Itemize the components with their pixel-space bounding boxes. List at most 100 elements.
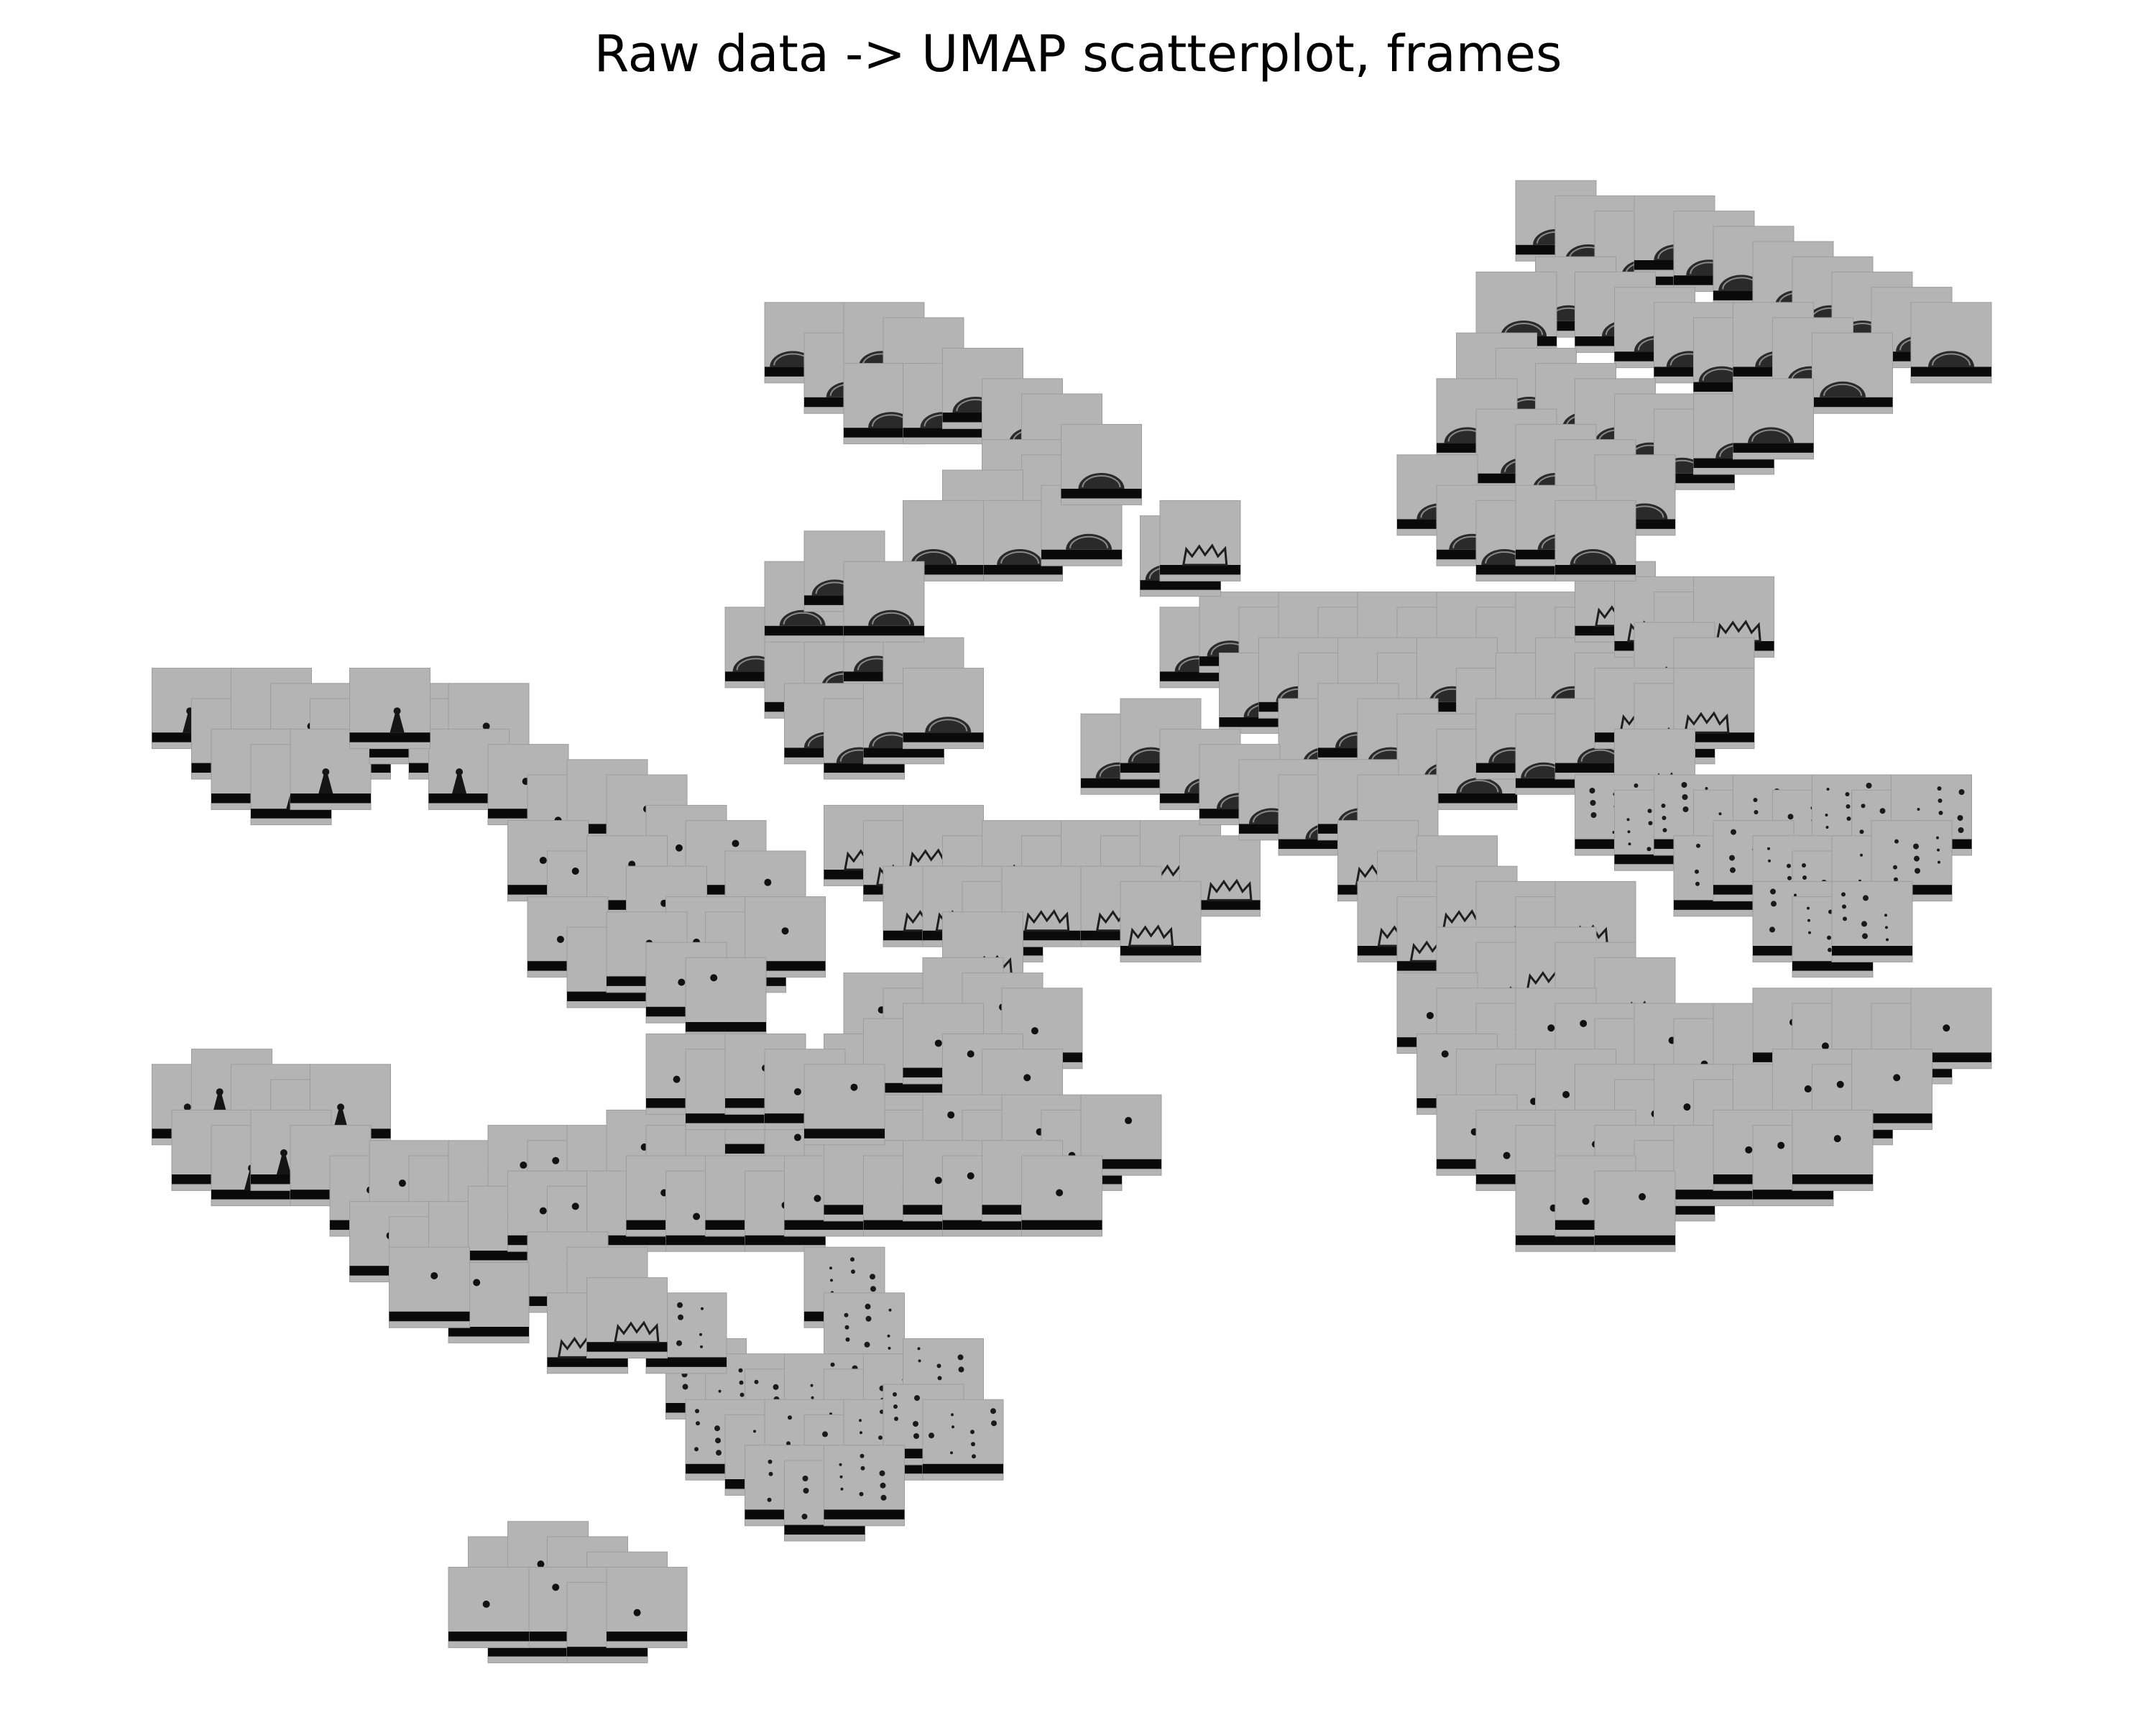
droplet-dot <box>1426 1011 1434 1019</box>
droplet-dot <box>552 1156 560 1164</box>
frame-substrate <box>1832 946 1912 956</box>
frame-thumbnail <box>843 561 925 643</box>
droplet-dot <box>1943 1024 1950 1032</box>
frame-substrate <box>863 748 944 758</box>
splash-droplet <box>1628 842 1631 846</box>
droplet-dot <box>732 840 740 847</box>
jet-spike <box>333 1110 349 1129</box>
splash-droplet <box>740 1392 745 1397</box>
frame-substrate <box>1911 367 1991 377</box>
frame-substrate <box>863 1220 944 1230</box>
drop-highlight <box>1823 383 1863 396</box>
splash-droplet <box>1826 788 1830 791</box>
frame-substrate <box>567 991 648 1002</box>
splash-droplet <box>1845 792 1850 796</box>
splash-droplet <box>1705 787 1708 790</box>
splash-droplet <box>1754 810 1759 814</box>
jet-tip <box>393 707 401 715</box>
frame-substrate <box>1140 580 1221 590</box>
splash-droplet <box>957 1354 964 1361</box>
frame-substrate <box>1160 565 1240 575</box>
splash-droplet <box>767 1497 772 1502</box>
splash-droplet <box>1787 863 1791 868</box>
droplet-dot <box>430 1271 438 1279</box>
frame-substrate <box>942 1220 1023 1230</box>
frame-thumbnail <box>389 1246 470 1328</box>
frame-substrate <box>1674 900 1754 910</box>
crown-shape <box>1128 924 1174 947</box>
frame-substrate <box>251 809 331 819</box>
splash-droplet <box>768 1471 773 1476</box>
droplet-dot <box>793 1133 801 1141</box>
splash-droplet <box>878 1435 883 1440</box>
splash-droplet <box>958 1366 964 1373</box>
droplet-dot <box>934 1039 942 1047</box>
frame-substrate <box>567 1647 648 1657</box>
droplet-dot <box>482 1600 490 1608</box>
splash-droplet <box>936 1363 941 1368</box>
frame-thumbnail <box>606 1566 688 1648</box>
drop-shape <box>997 549 1044 565</box>
splash-droplet <box>865 1303 871 1310</box>
frame-substrate <box>1476 565 1557 575</box>
frame-substrate <box>1753 1190 1833 1200</box>
splash-droplet <box>1646 847 1651 852</box>
splash-droplet <box>830 1362 835 1367</box>
splash-droplet <box>1894 839 1899 844</box>
frame-substrate <box>1555 565 1636 575</box>
crown-shape <box>1207 878 1253 901</box>
frame-substrate <box>1693 458 1774 469</box>
droplet-dot <box>675 844 683 852</box>
frame-substrate <box>586 1342 668 1352</box>
splash-droplet <box>860 1466 865 1471</box>
splash-droplet <box>1841 892 1846 897</box>
splash-droplet <box>951 1413 954 1417</box>
jet-tip <box>337 1103 345 1111</box>
splash-droplet <box>1662 816 1667 820</box>
droplet-dot <box>1833 1135 1841 1143</box>
splash-droplet <box>1915 868 1920 874</box>
droplet-dot <box>814 1195 821 1202</box>
drop-highlight <box>1460 780 1499 793</box>
splash-droplet <box>1771 901 1777 907</box>
frame-substrate <box>448 1632 529 1642</box>
droplet-dot <box>1031 1027 1038 1035</box>
splash-droplet <box>699 1333 702 1336</box>
splash-droplet <box>1767 847 1770 850</box>
droplet-dot <box>1547 1024 1555 1032</box>
splash-droplet <box>1863 895 1869 901</box>
drop-shape <box>1456 777 1503 794</box>
drop-shape <box>911 549 957 565</box>
droplet-dot <box>1125 1117 1133 1125</box>
splash-droplet <box>1802 875 1807 880</box>
splash-droplet <box>1827 935 1831 940</box>
splash-droplet <box>768 1459 773 1464</box>
splash-droplet <box>718 1389 722 1393</box>
splash-droplet <box>1866 783 1872 788</box>
splash-droplet <box>1787 814 1794 820</box>
splash-droplet <box>677 1302 683 1308</box>
splash-droplet <box>1808 931 1811 934</box>
splash-droplet <box>918 1359 921 1363</box>
frame-thumbnail <box>1061 423 1142 505</box>
frame-substrate <box>1812 397 1893 408</box>
splash-droplet <box>1769 926 1775 933</box>
frame-thumbnail <box>1159 500 1241 581</box>
frame-thumbnail <box>1554 500 1636 581</box>
frame-substrate <box>1792 1174 1873 1184</box>
frame-substrate <box>290 794 371 804</box>
frame-substrate <box>1792 961 1873 971</box>
splash-droplet <box>678 1314 683 1320</box>
droplet-dot <box>1503 1151 1511 1159</box>
jet-tip <box>183 1103 191 1111</box>
splash-droplet <box>851 1269 855 1274</box>
drop-highlight <box>1069 535 1109 548</box>
jet-spike <box>212 1095 227 1114</box>
drop-shape <box>779 610 826 626</box>
splash-droplet <box>1893 865 1897 870</box>
splash-droplet <box>1627 830 1631 834</box>
droplet-dot <box>571 868 579 875</box>
splash-droplet <box>1861 804 1866 809</box>
splash-droplet <box>870 1286 876 1292</box>
splash-droplet <box>1913 843 1919 850</box>
